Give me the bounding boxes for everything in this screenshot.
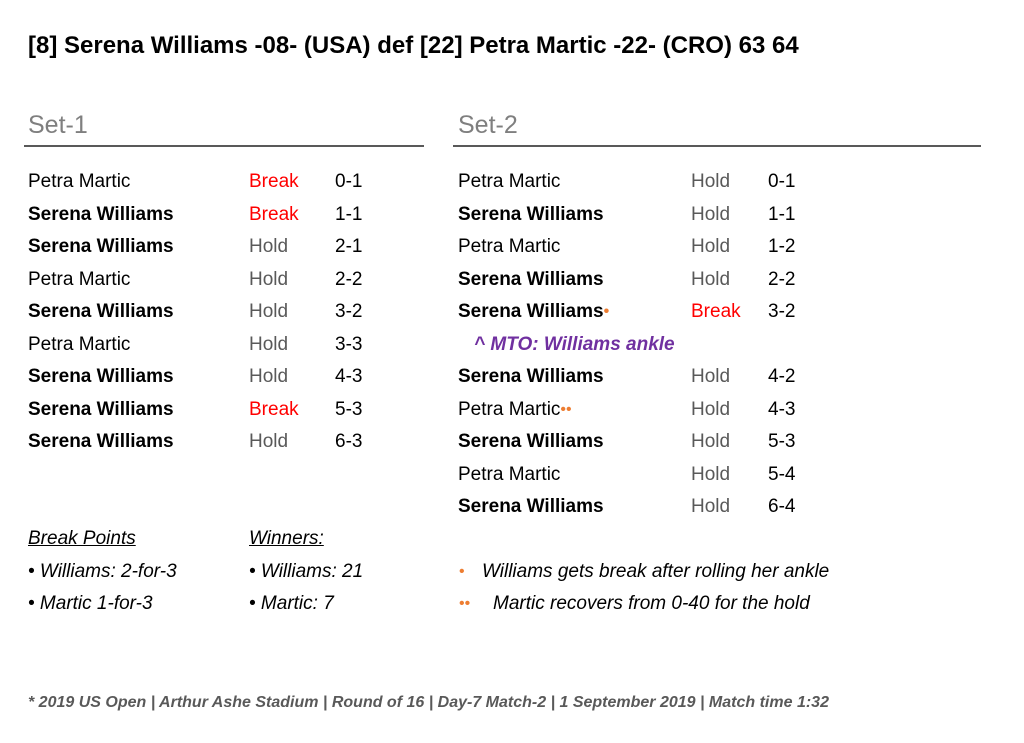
player-name: Serena Williams [458, 366, 604, 387]
set-1-divider [24, 145, 424, 147]
game-score: 6-4 [768, 496, 796, 517]
player-name: Serena Williams [28, 301, 174, 322]
player-name: Petra Martic [28, 333, 131, 355]
game-result: Hold [691, 171, 731, 192]
note-marker-icon: • [459, 563, 465, 580]
game-result: Break [249, 398, 299, 420]
game-score: 1-1 [768, 203, 796, 225]
game-score: 1-1 [335, 203, 363, 225]
game-result: Hold [249, 333, 289, 355]
winners-item: • Williams: 21 [249, 561, 364, 582]
game-result: Hold [691, 366, 731, 387]
game-result: Hold [249, 431, 289, 452]
set-2-heading: Set-2 [458, 111, 518, 139]
player-name: Serena Williams [28, 236, 174, 257]
player-name: Serena Williams [458, 431, 604, 452]
game-result: Break [249, 171, 299, 192]
player-name: Serena Williams • [458, 297, 609, 327]
player-name: Petra Martic [458, 236, 561, 257]
game-score: 5-4 [768, 463, 796, 485]
game-score: 2-1 [335, 236, 363, 257]
player-name: Petra Martic [458, 463, 561, 485]
winners-item: • Martic: 7 [249, 593, 334, 614]
player-name: Serena Williams [28, 366, 174, 387]
winners-heading: Winners: [249, 528, 324, 549]
player-name: Serena Williams [28, 398, 174, 420]
game-result: Hold [249, 366, 289, 387]
game-result: Hold [691, 431, 731, 452]
player-name: Petra Martic •• [458, 395, 572, 425]
set-2-divider [453, 145, 981, 147]
game-score: 3-3 [335, 333, 363, 355]
game-score: 2-2 [335, 268, 363, 290]
player-name: Petra Martic [28, 171, 131, 192]
game-result: Hold [691, 463, 731, 485]
game-result: Hold [691, 398, 731, 420]
game-score: 1-2 [768, 236, 796, 257]
game-score: 2-2 [768, 268, 796, 290]
break-points-heading: Break Points [28, 528, 136, 549]
note-marker-icon: •• [459, 595, 471, 612]
game-score: 5-3 [768, 431, 796, 452]
game-result: Hold [691, 203, 731, 225]
game-result: Hold [249, 268, 289, 290]
game-result: Hold [249, 301, 289, 322]
match-title: [8] Serena Williams -08- (USA) def [22] … [28, 32, 799, 59]
game-score: 5-3 [335, 398, 363, 420]
break-points-item: • Williams: 2-for-3 [28, 561, 177, 582]
note-text: Williams gets break after rolling her an… [482, 561, 830, 582]
set-1-heading: Set-1 [28, 111, 88, 139]
game-result: Hold [691, 268, 731, 290]
player-name: Serena Williams [458, 268, 604, 290]
note-text: Martic recovers from 0-40 for the hold [493, 593, 810, 614]
player-name: Serena Williams [458, 496, 604, 517]
game-result: Break [691, 301, 741, 322]
player-name: Serena Williams [28, 203, 174, 225]
game-result: Break [249, 203, 299, 225]
break-points-item: • Martic 1-for-3 [28, 593, 153, 614]
note-marker-icon: •• [560, 400, 572, 418]
game-result: Hold [691, 236, 731, 257]
player-name: Serena Williams [458, 203, 604, 225]
game-score: 3-2 [768, 301, 796, 322]
player-name: Petra Martic [458, 171, 561, 192]
match-footer: * 2019 US Open | Arthur Ashe Stadium | R… [28, 694, 829, 711]
game-score: 0-1 [768, 171, 796, 192]
game-score: 0-1 [335, 171, 363, 192]
game-score: 4-3 [768, 398, 796, 420]
game-score: 3-2 [335, 301, 363, 322]
game-result: Hold [249, 236, 289, 257]
player-name: Serena Williams [28, 431, 174, 452]
game-score: 4-2 [768, 366, 796, 387]
note-marker-icon: • [603, 303, 610, 320]
game-score: 4-3 [335, 366, 363, 387]
game-score: 6-3 [335, 431, 363, 452]
mto-note: ^ MTO: Williams ankle [474, 333, 675, 355]
player-name: Petra Martic [28, 268, 131, 290]
game-result: Hold [691, 496, 731, 517]
